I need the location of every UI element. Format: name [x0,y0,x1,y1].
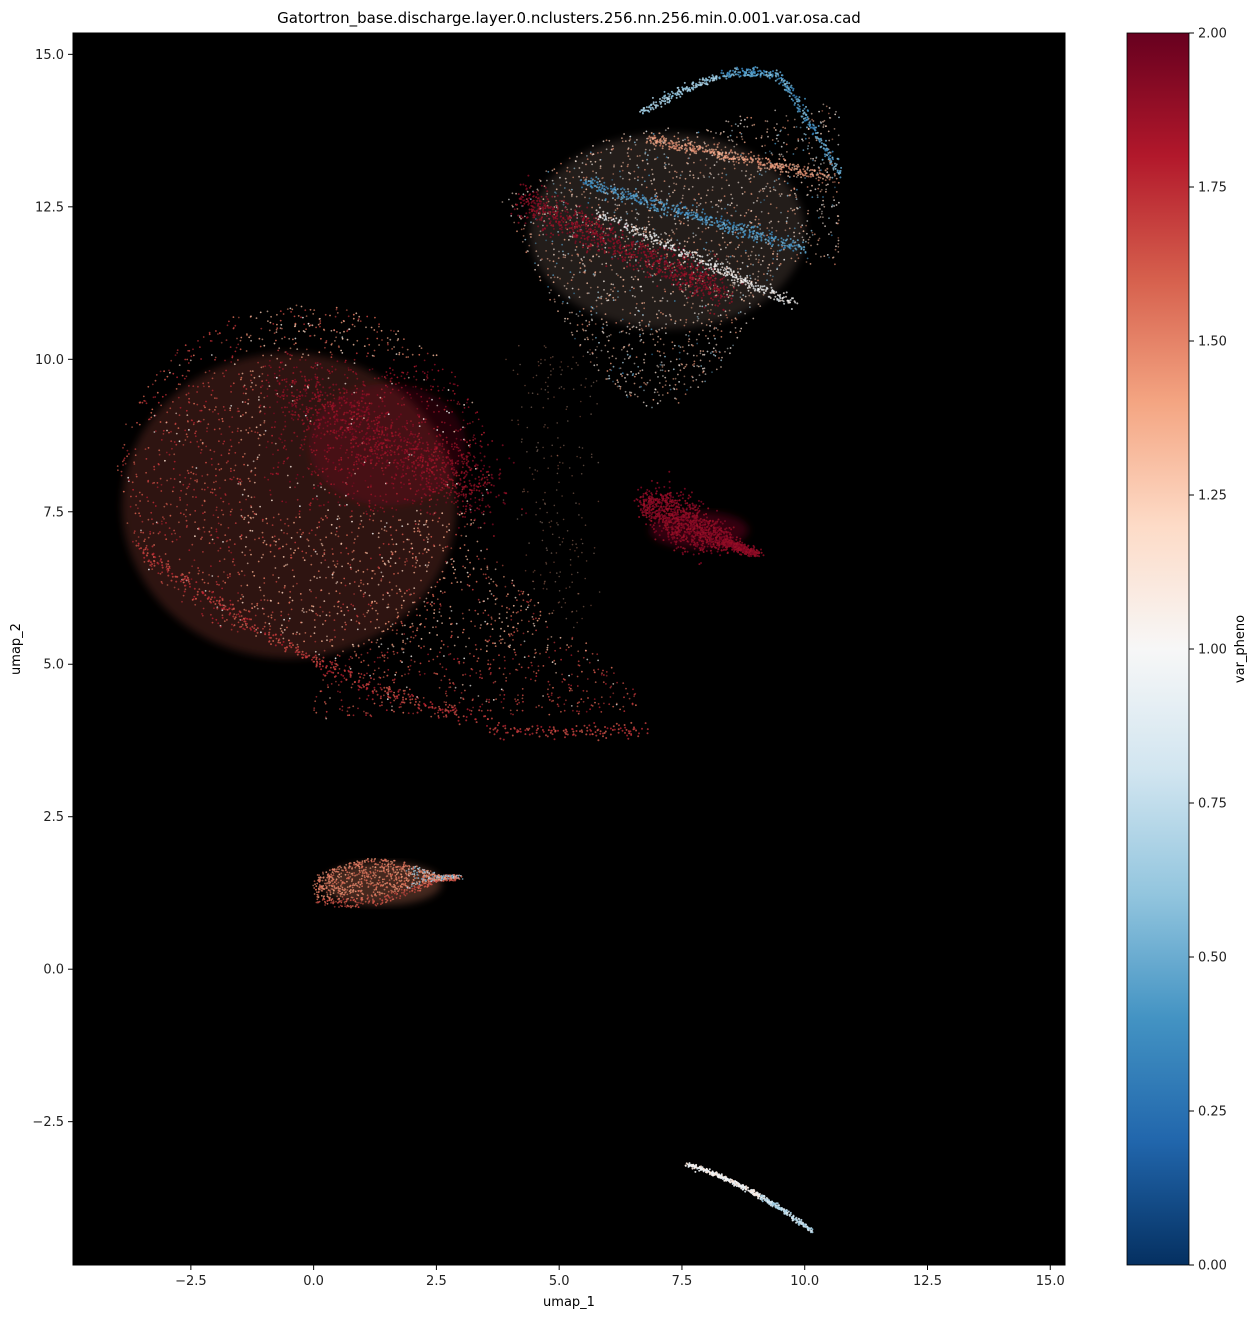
colorbar [1126,32,1190,1266]
colorbar-tick-label: 0.25 [1198,1105,1227,1120]
x-tick-label: 0.0 [303,1274,324,1289]
chart-title: Gatortron_base.discharge.layer.0.ncluste… [277,9,861,28]
y-tick-label: 2.5 [43,810,64,825]
y-tick-label: 15.0 [35,48,64,63]
scatter-points [116,66,843,1234]
colorbar-tick-label: 1.50 [1198,335,1227,350]
x-axis-label: umap_1 [543,1295,595,1310]
colorbar-tick-label: 0.00 [1198,1259,1227,1274]
x-tick-label: −2.5 [175,1274,207,1289]
colorbar-tick-label: 0.75 [1198,797,1227,812]
y-axis: −2.5 0.0 2.5 5.0 7.5 10.0 12.5 15.0 [32,48,73,1130]
y-tick-label: −2.5 [32,1115,64,1130]
x-axis: −2.5 0.0 2.5 5.0 7.5 10.0 12.5 15.0 [175,1265,1065,1289]
y-tick-label: 10.0 [35,353,64,368]
x-tick-label: 5.0 [549,1274,570,1289]
plot-frame [72,32,1066,1266]
y-tick-label: 0.0 [43,963,64,978]
colorbar-axis: 0.00 0.25 0.50 0.75 1.00 1.25 1.50 1.75 2.00 [1189,27,1227,1274]
x-tick-label: 2.5 [426,1274,447,1289]
y-tick-label: 5.0 [43,658,64,673]
colorbar-tick-label: 1.25 [1198,489,1227,504]
x-tick-label: 12.5 [913,1274,942,1289]
x-tick-label: 7.5 [672,1274,693,1289]
y-axis-label: umap_2 [9,623,24,675]
y-tick-label: 7.5 [43,505,64,520]
x-tick-label: 10.0 [790,1274,819,1289]
colorbar-label: var_pheno [1233,615,1248,683]
y-tick-label: 12.5 [35,200,64,215]
cluster-glow-layer [122,133,805,906]
x-tick-label: 15.0 [1036,1274,1065,1289]
colorbar-tick-label: 1.75 [1198,181,1227,196]
colorbar-tick-label: 1.00 [1198,643,1227,658]
colorbar-tick-label: 0.50 [1198,951,1227,966]
colorbar-tick-label: 2.00 [1198,27,1227,42]
